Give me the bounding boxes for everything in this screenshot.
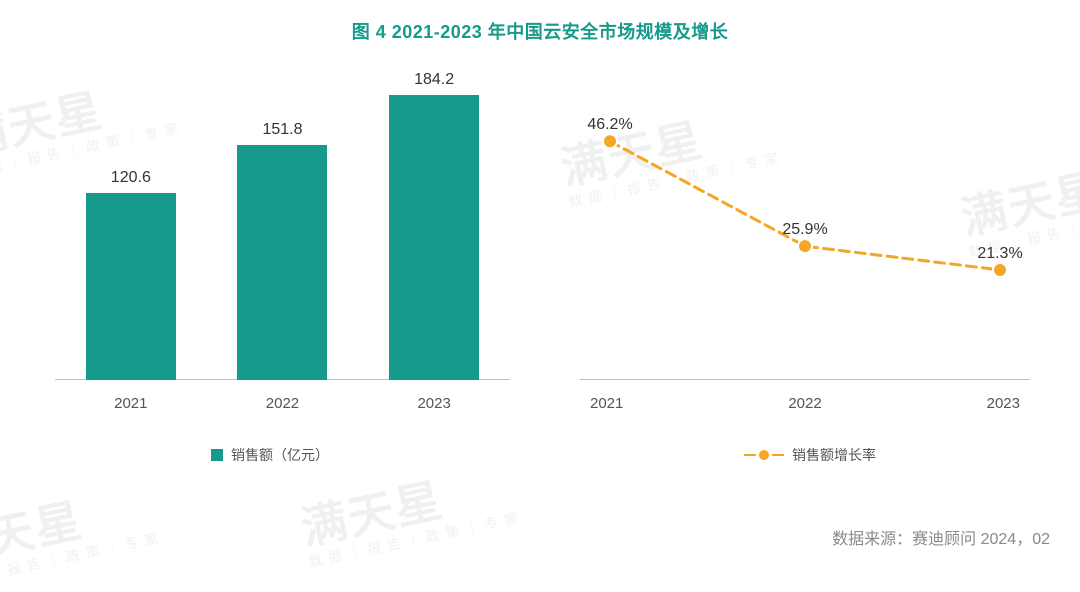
bar-2021: 120.6 [55,169,207,380]
line-chart-panel: 46.2% 25.9% 21.3% 2021 2022 2023 [540,60,1080,430]
bar-value-label: 184.2 [414,71,454,89]
bar-xlabel: 2021 [55,395,207,412]
bar-2023: 184.2 [358,71,510,381]
charts-row: 120.6151.8184.2 202120222023 46.2%25.9%2… [0,60,1080,430]
bar-value-label: 120.6 [111,169,151,187]
bar-xlabel: 2022 [207,395,359,412]
legend-bar-swatch [211,449,223,461]
bar-chart-panel: 120.6 151.8 184.2 202120222023 [0,60,540,430]
bar-rect [389,95,479,381]
line-xlabel: 2022 [788,395,821,412]
line-plot-area: 46.2% 25.9% 21.3% [580,70,1030,380]
data-source: 数据来源：赛迪顾问 2024，02 [832,525,1050,549]
bar-x-labels: 202120222023 [55,395,510,412]
bar-rect [86,193,176,380]
watermark: 满天星数据｜报告｜政策｜专家 [0,468,166,592]
legend-line-swatch [744,448,784,462]
line-value-label: 21.3% [977,245,1022,263]
legend-line-text: 销售额增长率 [792,445,876,465]
line-x-labels: 2021 2022 2023 [580,395,1030,412]
bar-2022: 151.8 [207,121,359,380]
line-value-label: 46.2% [587,116,632,134]
line-value-label: 25.9% [782,221,827,239]
bar-xlabel: 2023 [358,395,510,412]
legend-bar-text: 销售额（亿元） [231,445,329,465]
chart-title: 图 4 2021-2023 年中国云安全市场规模及增长 [0,0,1080,44]
legend-bar: 销售额（亿元） [0,440,540,470]
bar-plot-area: 120.6 151.8 184.2 [55,70,510,380]
bar-rect [237,145,327,380]
legend-line: 销售额增长率 [540,440,1080,470]
bar-value-label: 151.8 [262,121,302,139]
bars-container: 120.6 151.8 184.2 [55,70,510,380]
legends-row: 销售额（亿元） 销售额增长率 [0,440,1080,470]
line-xlabel: 2023 [987,395,1020,412]
line-xlabel: 2021 [590,395,623,412]
